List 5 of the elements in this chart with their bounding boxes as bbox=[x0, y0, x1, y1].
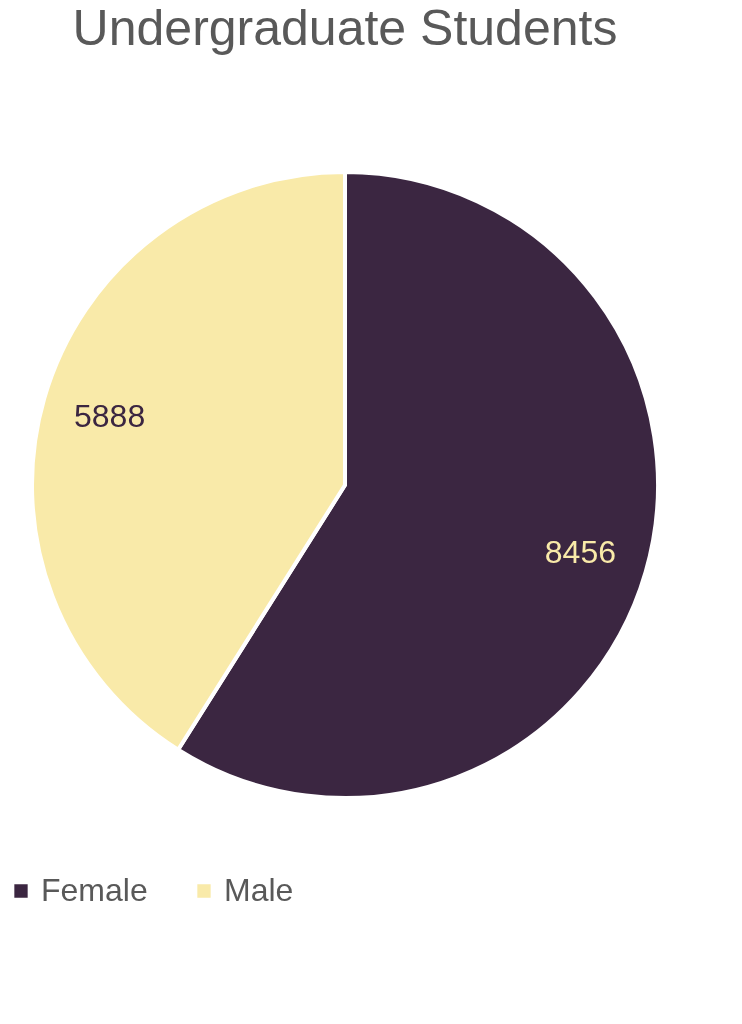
legend-label: Female bbox=[41, 872, 148, 908]
data-label: 8456 bbox=[544, 533, 616, 570]
data-label: 5888 bbox=[74, 398, 146, 435]
legend-label: Male bbox=[224, 872, 294, 908]
chart-title: Undergraduate Students bbox=[72, 0, 618, 56]
